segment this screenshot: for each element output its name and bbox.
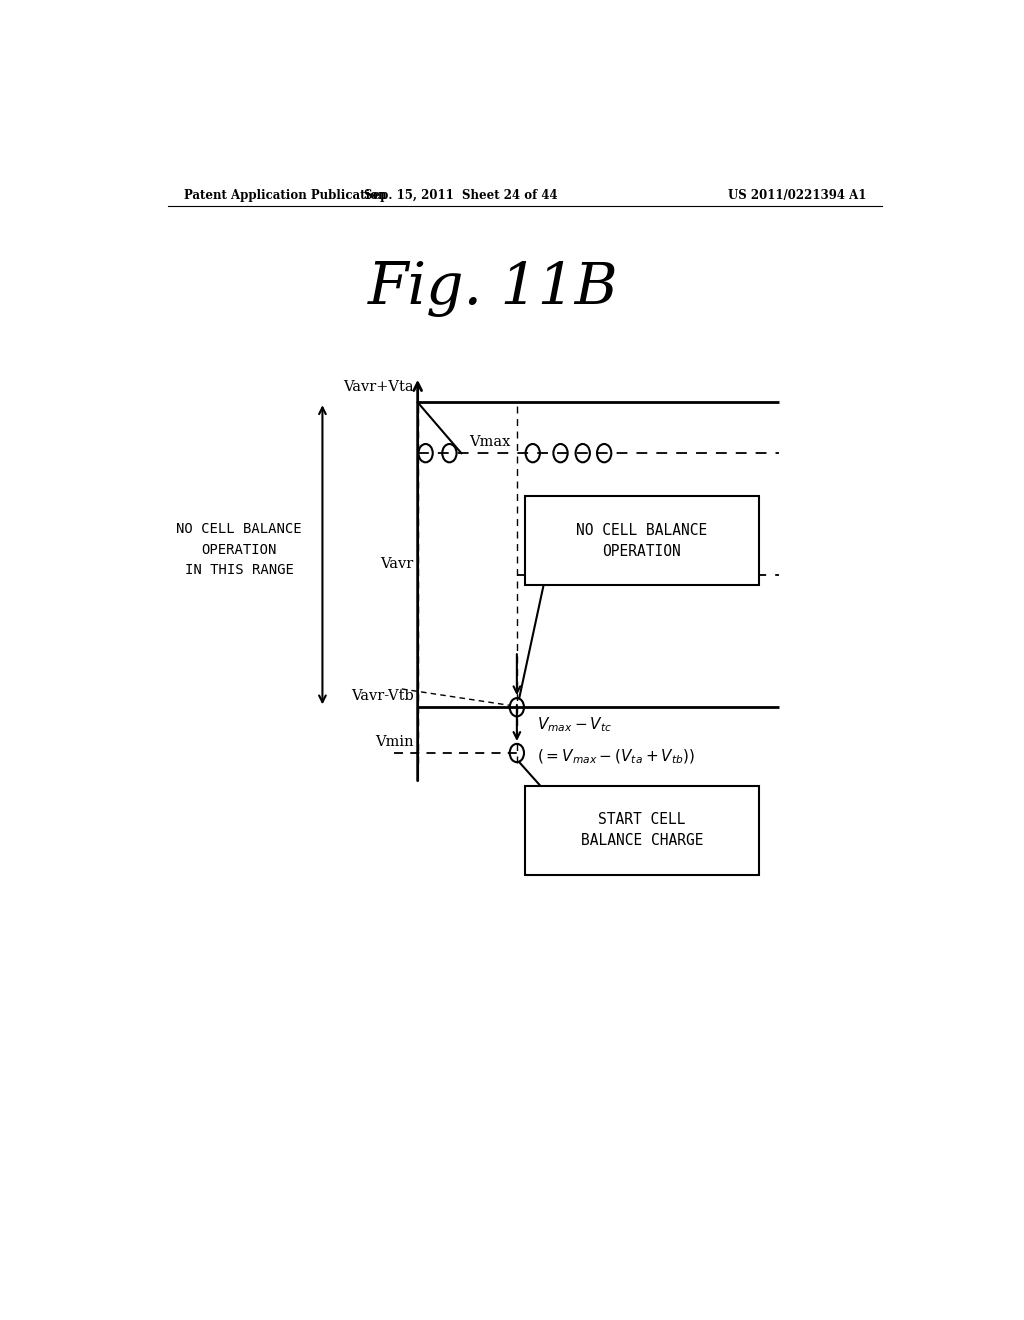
Text: $V_{max}-V_{tc}$: $V_{max}-V_{tc}$	[537, 715, 612, 734]
Text: $(=V_{max}-(V_{ta}+V_{tb}))$: $(=V_{max}-(V_{ta}+V_{tb}))$	[537, 748, 695, 767]
Text: NO CELL BALANCE
OPERATION
IN THIS RANGE: NO CELL BALANCE OPERATION IN THIS RANGE	[176, 523, 302, 577]
Text: Patent Application Publication: Patent Application Publication	[183, 189, 386, 202]
Text: Fig. 11B: Fig. 11B	[368, 260, 618, 317]
Text: Vavr: Vavr	[381, 557, 414, 572]
Text: START CELL
BALANCE CHARGE: START CELL BALANCE CHARGE	[581, 812, 703, 849]
FancyBboxPatch shape	[524, 785, 759, 875]
FancyBboxPatch shape	[524, 496, 759, 585]
Text: Vmin: Vmin	[375, 735, 414, 748]
Text: Sep. 15, 2011  Sheet 24 of 44: Sep. 15, 2011 Sheet 24 of 44	[365, 189, 558, 202]
Text: NO CELL BALANCE
OPERATION: NO CELL BALANCE OPERATION	[577, 523, 708, 558]
Text: Vmax: Vmax	[469, 436, 511, 449]
Text: Vavr-Vtb: Vavr-Vtb	[351, 689, 414, 704]
Text: Vavr+Vta: Vavr+Vta	[343, 380, 414, 395]
Text: US 2011/0221394 A1: US 2011/0221394 A1	[728, 189, 866, 202]
